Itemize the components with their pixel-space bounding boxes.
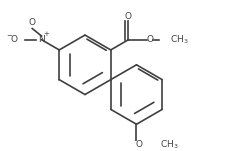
Text: −: − [6,33,12,39]
Text: CH$_3$: CH$_3$ [170,34,189,46]
Text: O: O [146,35,153,44]
Text: O: O [136,140,143,149]
Text: O: O [29,18,36,27]
Text: +: + [43,31,49,37]
Text: O: O [10,35,17,44]
Text: CH$_3$: CH$_3$ [160,138,178,151]
Text: N: N [38,35,45,44]
Text: O: O [125,12,132,21]
